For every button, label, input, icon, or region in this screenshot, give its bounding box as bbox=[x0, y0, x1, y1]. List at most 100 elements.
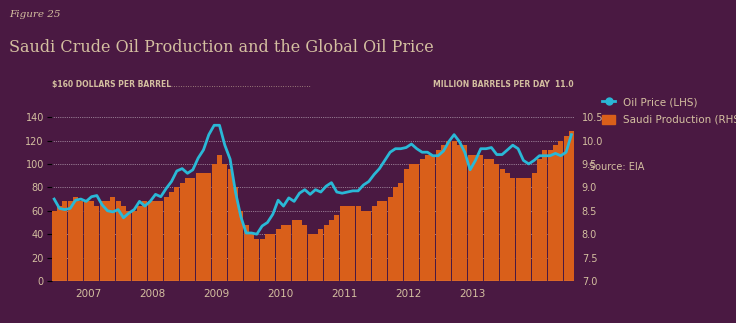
Bar bbox=[542, 150, 547, 281]
Bar bbox=[227, 169, 233, 281]
Bar bbox=[142, 202, 147, 281]
Bar bbox=[57, 206, 62, 281]
Bar bbox=[372, 206, 377, 281]
Bar bbox=[553, 145, 558, 281]
Bar bbox=[137, 206, 142, 281]
Bar bbox=[564, 136, 568, 281]
Bar bbox=[249, 234, 254, 281]
Bar bbox=[361, 211, 366, 281]
Text: MILLION BARRELS PER DAY  11.0: MILLION BARRELS PER DAY 11.0 bbox=[434, 80, 574, 89]
Bar bbox=[94, 206, 99, 281]
Bar bbox=[127, 211, 131, 281]
Bar bbox=[569, 131, 574, 281]
Bar bbox=[73, 197, 78, 281]
Bar bbox=[244, 225, 249, 281]
Bar bbox=[302, 225, 307, 281]
Bar bbox=[121, 206, 126, 281]
Bar bbox=[89, 202, 94, 281]
Bar bbox=[452, 141, 456, 281]
Bar bbox=[68, 202, 73, 281]
Bar bbox=[238, 211, 244, 281]
Bar bbox=[110, 197, 116, 281]
Bar bbox=[495, 164, 499, 281]
Bar bbox=[441, 145, 446, 281]
Bar bbox=[521, 178, 526, 281]
Bar bbox=[212, 164, 216, 281]
Bar bbox=[548, 150, 553, 281]
Bar bbox=[291, 220, 297, 281]
Text: Source: EIA: Source: EIA bbox=[589, 162, 644, 172]
Legend: Oil Price (LHS), Saudi Production (RHS): Oil Price (LHS), Saudi Production (RHS) bbox=[600, 95, 736, 127]
Bar bbox=[473, 155, 478, 281]
Bar bbox=[345, 206, 350, 281]
Bar bbox=[169, 192, 174, 281]
Bar bbox=[153, 202, 158, 281]
Bar bbox=[329, 220, 334, 281]
Bar bbox=[180, 183, 185, 281]
Bar bbox=[233, 187, 238, 281]
Bar bbox=[457, 145, 462, 281]
Bar bbox=[350, 206, 355, 281]
Text: Figure 25: Figure 25 bbox=[9, 10, 60, 19]
Bar bbox=[436, 150, 441, 281]
Bar bbox=[500, 169, 505, 281]
Bar bbox=[158, 202, 163, 281]
Bar bbox=[340, 206, 344, 281]
Bar bbox=[420, 159, 425, 281]
Bar bbox=[398, 183, 403, 281]
Bar bbox=[308, 234, 313, 281]
Bar bbox=[324, 225, 328, 281]
Text: ............................................................: ........................................… bbox=[166, 80, 313, 89]
Text: Saudi Crude Oil Production and the Global Oil Price: Saudi Crude Oil Production and the Globa… bbox=[9, 39, 434, 56]
Bar bbox=[276, 229, 280, 281]
Bar bbox=[446, 141, 451, 281]
Bar bbox=[489, 159, 494, 281]
Bar bbox=[462, 145, 467, 281]
Bar bbox=[99, 202, 105, 281]
Bar bbox=[116, 202, 121, 281]
Bar bbox=[559, 141, 563, 281]
Bar bbox=[217, 155, 222, 281]
Bar bbox=[526, 178, 531, 281]
Bar bbox=[201, 173, 206, 281]
Bar bbox=[297, 220, 302, 281]
Bar bbox=[63, 202, 67, 281]
Bar bbox=[52, 211, 57, 281]
Bar bbox=[467, 155, 473, 281]
Bar bbox=[206, 173, 211, 281]
Bar bbox=[516, 178, 520, 281]
Bar bbox=[484, 159, 489, 281]
Bar bbox=[377, 202, 382, 281]
Bar bbox=[270, 234, 275, 281]
Bar bbox=[403, 169, 408, 281]
Bar bbox=[105, 202, 110, 281]
Bar bbox=[382, 202, 387, 281]
Bar bbox=[222, 164, 227, 281]
Bar bbox=[148, 202, 152, 281]
Bar bbox=[281, 225, 286, 281]
Bar bbox=[505, 173, 510, 281]
Bar bbox=[367, 211, 371, 281]
Bar bbox=[174, 187, 180, 281]
Bar bbox=[286, 225, 291, 281]
Bar bbox=[478, 155, 484, 281]
Bar bbox=[388, 197, 392, 281]
Bar bbox=[313, 234, 318, 281]
Bar bbox=[265, 234, 270, 281]
Bar bbox=[319, 229, 323, 281]
Bar bbox=[414, 164, 420, 281]
Text: $160 DOLLARS PER BARREL: $160 DOLLARS PER BARREL bbox=[52, 80, 171, 89]
Bar bbox=[260, 239, 265, 281]
Bar bbox=[409, 164, 414, 281]
Bar bbox=[334, 215, 339, 281]
Bar bbox=[191, 178, 195, 281]
Bar bbox=[196, 173, 201, 281]
Bar bbox=[531, 173, 537, 281]
Bar bbox=[393, 187, 398, 281]
Bar bbox=[185, 178, 190, 281]
Bar bbox=[425, 155, 430, 281]
Bar bbox=[355, 206, 361, 281]
Bar bbox=[163, 197, 169, 281]
Bar bbox=[255, 239, 259, 281]
Bar bbox=[79, 202, 83, 281]
